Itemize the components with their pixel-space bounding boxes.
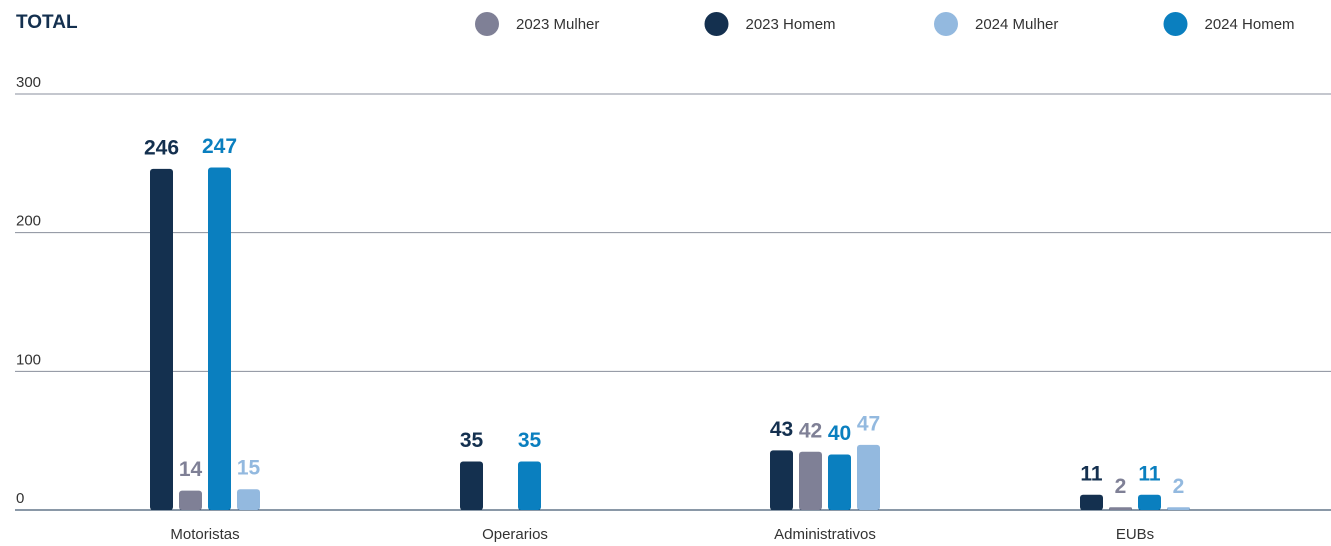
bar — [179, 490, 202, 510]
x-tick-label: EUBs — [1116, 526, 1154, 543]
value-label: 11 — [1080, 462, 1103, 485]
legend-label: 2023 Homem — [746, 16, 836, 33]
bar — [208, 167, 231, 510]
value-label: 11 — [1138, 462, 1161, 485]
value-label: 43 — [770, 418, 793, 441]
bar — [150, 168, 173, 510]
value-label: 35 — [518, 429, 542, 452]
value-label: 246 — [144, 136, 179, 159]
value-label: 14 — [179, 458, 203, 481]
value-label: 40 — [828, 422, 851, 445]
value-label: 42 — [799, 419, 822, 442]
bar — [1109, 507, 1132, 510]
value-label: 47 — [857, 412, 880, 435]
x-tick-label: Administrativos — [774, 526, 876, 543]
x-tick-label: Operarios — [482, 526, 548, 543]
bar — [1138, 494, 1161, 510]
legend-label: 2024 Homem — [1205, 16, 1295, 33]
bar — [1167, 507, 1190, 510]
value-label: 2 — [1173, 475, 1185, 498]
chart-title: TOTAL — [16, 12, 78, 33]
y-tick-label: 0 — [16, 490, 24, 507]
legend-swatch — [475, 12, 499, 36]
x-tick-label: Motoristas — [170, 526, 239, 543]
bar — [857, 444, 880, 510]
value-label: 15 — [237, 457, 261, 480]
bar — [1080, 494, 1103, 510]
bar — [237, 489, 260, 510]
legend-swatch — [1163, 12, 1188, 36]
bar — [828, 454, 851, 510]
value-label: 35 — [460, 429, 484, 452]
legend-swatch — [934, 12, 958, 36]
y-tick-label: 200 — [16, 213, 41, 230]
bar — [770, 450, 793, 510]
value-label: 2 — [1115, 475, 1127, 498]
legend-label: 2023 Mulher — [516, 16, 599, 33]
y-tick-label: 300 — [16, 74, 41, 91]
legend-label: 2024 Mulher — [975, 16, 1058, 33]
y-tick-label: 100 — [16, 351, 41, 368]
bar — [518, 461, 541, 510]
value-label: 247 — [202, 135, 237, 158]
bar — [460, 461, 483, 510]
legend-swatch — [704, 12, 729, 36]
bar — [799, 451, 822, 510]
